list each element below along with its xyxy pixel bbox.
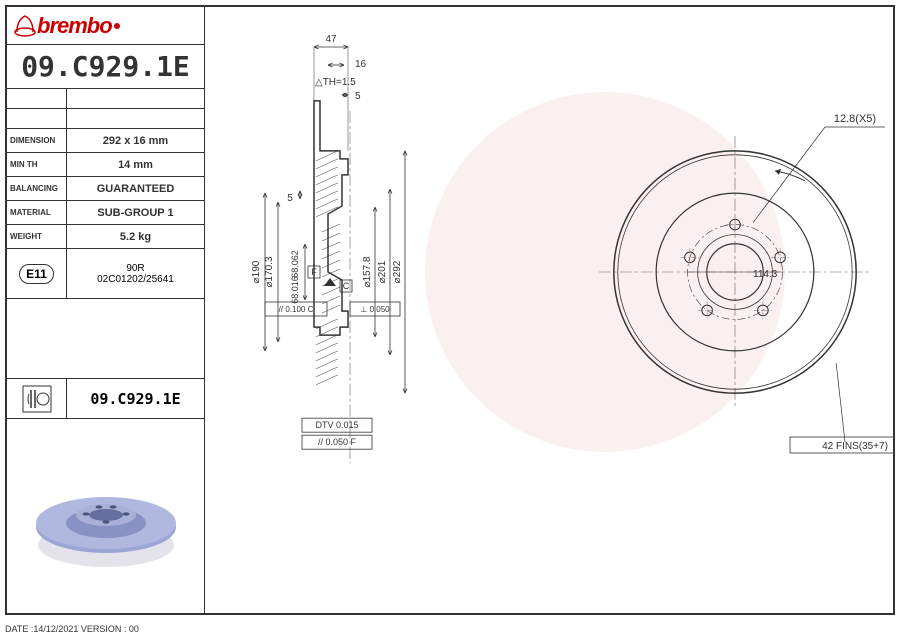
certification-row: E11 90R 02C01202/25641 bbox=[7, 249, 205, 299]
spec-material: MATERIAL SUB-GROUP 1 bbox=[7, 201, 205, 225]
svg-text:⌀201: ⌀201 bbox=[377, 260, 388, 283]
svg-text:F: F bbox=[311, 267, 317, 277]
svg-text:68.016: 68.016 bbox=[290, 276, 300, 304]
label: BALANCING bbox=[7, 177, 67, 200]
blank-row-2 bbox=[7, 109, 205, 129]
spec-weight: WEIGHT 5.2 kg bbox=[7, 225, 205, 249]
disc-icon-cell bbox=[7, 379, 67, 418]
technical-drawing: 12.8(X5) 114.3 42 FINS(35+7) 47 16 △TH=1.5 5 5 ⌀… bbox=[205, 7, 893, 613]
svg-text:68.062: 68.062 bbox=[290, 250, 300, 278]
spec-balancing: BALANCING GUARANTEED bbox=[7, 177, 205, 201]
svg-text:114.3: 114.3 bbox=[753, 269, 778, 280]
svg-text:⌀292: ⌀292 bbox=[392, 260, 403, 283]
cert-line2: 02C01202/25641 bbox=[97, 274, 174, 285]
label: MIN TH bbox=[7, 153, 67, 176]
blank-row-1 bbox=[7, 89, 205, 109]
part-number-block: 09.C929.1E bbox=[7, 45, 205, 89]
svg-text:⌀157.8: ⌀157.8 bbox=[362, 256, 373, 287]
logo-dot bbox=[114, 23, 120, 29]
e11-text: E11 bbox=[19, 264, 54, 284]
svg-text:42 FINS(35+7): 42 FINS(35+7) bbox=[822, 441, 888, 452]
icon-part-number: 09.C929.1E bbox=[67, 379, 204, 418]
svg-text:12.8(X5): 12.8(X5) bbox=[834, 113, 876, 125]
part-number: 09.C929.1E bbox=[21, 50, 190, 83]
value: 5.2 kg bbox=[67, 225, 204, 248]
svg-text:⌀190: ⌀190 bbox=[251, 260, 262, 283]
brand-text: brembo bbox=[37, 13, 112, 39]
render-block bbox=[7, 419, 205, 615]
svg-text:⌀170.3: ⌀170.3 bbox=[264, 256, 275, 287]
label: MATERIAL bbox=[7, 201, 67, 224]
value: SUB-GROUP 1 bbox=[67, 201, 204, 224]
svg-text:⊥ 0.050: ⊥ 0.050 bbox=[360, 305, 390, 314]
drawing-area: 12.8(X5) 114.3 42 FINS(35+7) 47 16 △TH=1.5 5 5 ⌀… bbox=[205, 7, 893, 613]
cert-numbers: 90R 02C01202/25641 bbox=[67, 249, 204, 298]
e11-badge: E11 bbox=[7, 249, 67, 298]
svg-text:△TH=1.5: △TH=1.5 bbox=[315, 77, 356, 88]
product-icon-row: 09.C929.1E bbox=[7, 379, 205, 419]
disc-render bbox=[26, 457, 186, 577]
disc-section-icon bbox=[21, 384, 53, 414]
svg-text:// 0.100 C: // 0.100 C bbox=[279, 305, 314, 314]
cert-line1: 90R bbox=[126, 263, 144, 274]
date-version: DATE :14/12/2021 VERSION : 00 bbox=[5, 624, 139, 634]
drawing-frame: brembo 09.C929.1E DIMENSION 292 x 16 mm … bbox=[5, 5, 895, 615]
logo-block: brembo bbox=[7, 7, 205, 45]
svg-text:DTV 0.015: DTV 0.015 bbox=[315, 420, 358, 430]
brembo-icon bbox=[13, 12, 37, 40]
value: 292 x 16 mm bbox=[67, 129, 204, 152]
spec-min-th: MIN TH 14 mm bbox=[7, 153, 205, 177]
spec-dimension: DIMENSION 292 x 16 mm bbox=[7, 129, 205, 153]
svg-text:5: 5 bbox=[355, 91, 361, 102]
label: WEIGHT bbox=[7, 225, 67, 248]
svg-text:47: 47 bbox=[325, 34, 337, 45]
spec-table: DIMENSION 292 x 16 mm MIN TH 14 mm BALAN… bbox=[7, 129, 205, 249]
label: DIMENSION bbox=[7, 129, 67, 152]
value: 14 mm bbox=[67, 153, 204, 176]
svg-text:// 0.050 F: // 0.050 F bbox=[318, 437, 357, 447]
svg-text:16: 16 bbox=[355, 59, 367, 70]
svg-text:5: 5 bbox=[287, 193, 293, 204]
value: GUARANTEED bbox=[67, 177, 204, 200]
svg-text:C: C bbox=[343, 281, 350, 291]
separator-block bbox=[7, 299, 205, 379]
